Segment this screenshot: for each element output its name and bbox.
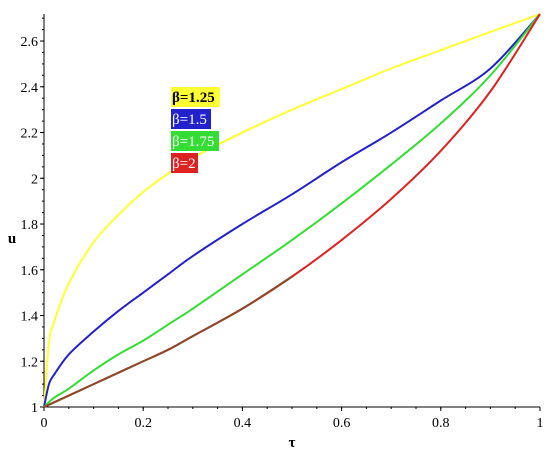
y-tick-label: 2.2 (21, 127, 39, 142)
legend-label-2: β=1.5 (172, 112, 207, 128)
y-tick-label: 1.6 (21, 264, 39, 279)
series-line-2 (43, 13, 541, 408)
x-tick-label: 0.2 (134, 416, 152, 431)
x-tick-label: 1 (537, 416, 544, 431)
x-tick-label: 0 (41, 416, 48, 431)
series-line-3 (43, 13, 541, 408)
y-tick-label: 1 (31, 401, 38, 416)
legend-label-1: β=1.25 (172, 90, 215, 106)
series-line-1 (43, 13, 541, 408)
y-axis-label: u (8, 231, 16, 247)
x-axis-label: τ (289, 435, 296, 451)
legend-swatch-4 (171, 153, 198, 173)
series-line-4 (43, 13, 541, 408)
x-tick-label: 0.6 (333, 416, 351, 431)
y-tick-label: 2 (31, 172, 38, 187)
legend-label-4: β=2 (172, 156, 196, 172)
x-tick-label: 0.4 (234, 416, 252, 431)
legend-swatch-1 (171, 87, 220, 107)
series-overlap-line (43, 275, 293, 408)
axes: 0 0.2 0.4 0.6 0.8 1 1 1.2 1.4 1.6 1.8 2 2.2 2.4 2.6 (21, 14, 544, 431)
legend-swatch-2 (171, 109, 211, 129)
y-tick-label: 2.6 (21, 35, 39, 50)
x-tick-label: 0.8 (432, 416, 450, 431)
legend: β=1.25 β=1.5 β=1.75 β=2 (171, 87, 220, 173)
legend-label-3: β=1.75 (172, 134, 214, 150)
y-tick-label: 1.8 (21, 218, 39, 233)
y-tick-label: 1.4 (21, 310, 39, 325)
y-tick-label: 1.2 (21, 355, 39, 370)
series-layer (43, 13, 541, 408)
legend-swatch-3 (171, 131, 219, 151)
y-tick-label: 2.4 (21, 81, 39, 96)
